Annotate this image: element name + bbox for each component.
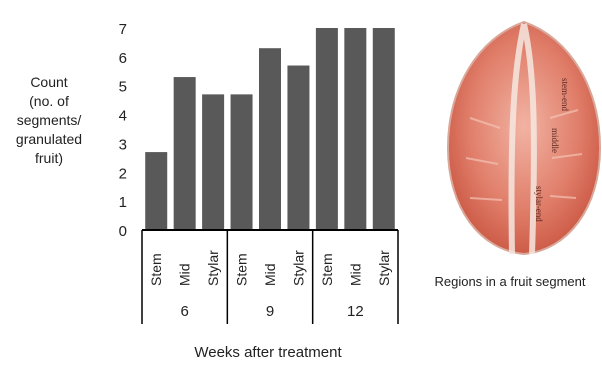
fruit-vesicle-texture	[465, 109, 583, 201]
bar	[259, 48, 281, 231]
category-label: Stylar	[290, 250, 306, 286]
y-label-line: fruit)	[35, 150, 63, 166]
x-axis-label: Weeks after treatment	[194, 344, 342, 361]
y-tick-label: 1	[119, 194, 127, 211]
bar	[202, 94, 225, 230]
bar	[344, 28, 367, 230]
category-label: Stem	[319, 253, 335, 286]
middle-label: middle	[550, 128, 560, 153]
group-label: 9	[266, 303, 274, 320]
bar	[145, 152, 168, 230]
y-label-line: (no. of	[29, 93, 69, 109]
category-label: Stylar	[376, 250, 392, 286]
fruit-segment-shape	[446, 20, 602, 256]
category-label: Mid	[347, 263, 363, 286]
y-label-line: segments/	[16, 112, 82, 128]
bar	[230, 94, 253, 230]
category-label: Stem	[234, 253, 250, 286]
y-tick-label: 3	[119, 136, 127, 153]
category-label: Stem	[148, 253, 164, 286]
bar	[173, 77, 196, 230]
y-tick-label: 4	[119, 108, 127, 125]
bar	[287, 65, 310, 230]
category-label: Mid	[177, 263, 193, 286]
category-label: Mid	[262, 263, 278, 286]
bar	[315, 28, 338, 230]
y-label-line: Count	[30, 74, 68, 90]
group-label: 12	[347, 303, 364, 320]
y-tick-label: 7	[119, 21, 127, 38]
stylar-end-label: stylar-end	[534, 186, 544, 222]
fruit-caption: Regions in a fruit segment	[434, 274, 586, 289]
y-tick-label: 0	[119, 223, 127, 240]
fruit-segment-image: stem-end middle stylar-end	[446, 20, 602, 256]
y-label-line: granulated	[15, 131, 83, 147]
y-tick-label: 5	[119, 79, 127, 96]
group-label: 6	[180, 303, 188, 320]
category-label: Stylar	[205, 250, 221, 286]
stem-end-label: stem-end	[560, 78, 570, 111]
y-tick-label: 6	[119, 50, 127, 67]
y-tick-label: 2	[119, 165, 127, 182]
bar	[372, 28, 395, 230]
fruit-segment-membrane	[508, 23, 537, 255]
